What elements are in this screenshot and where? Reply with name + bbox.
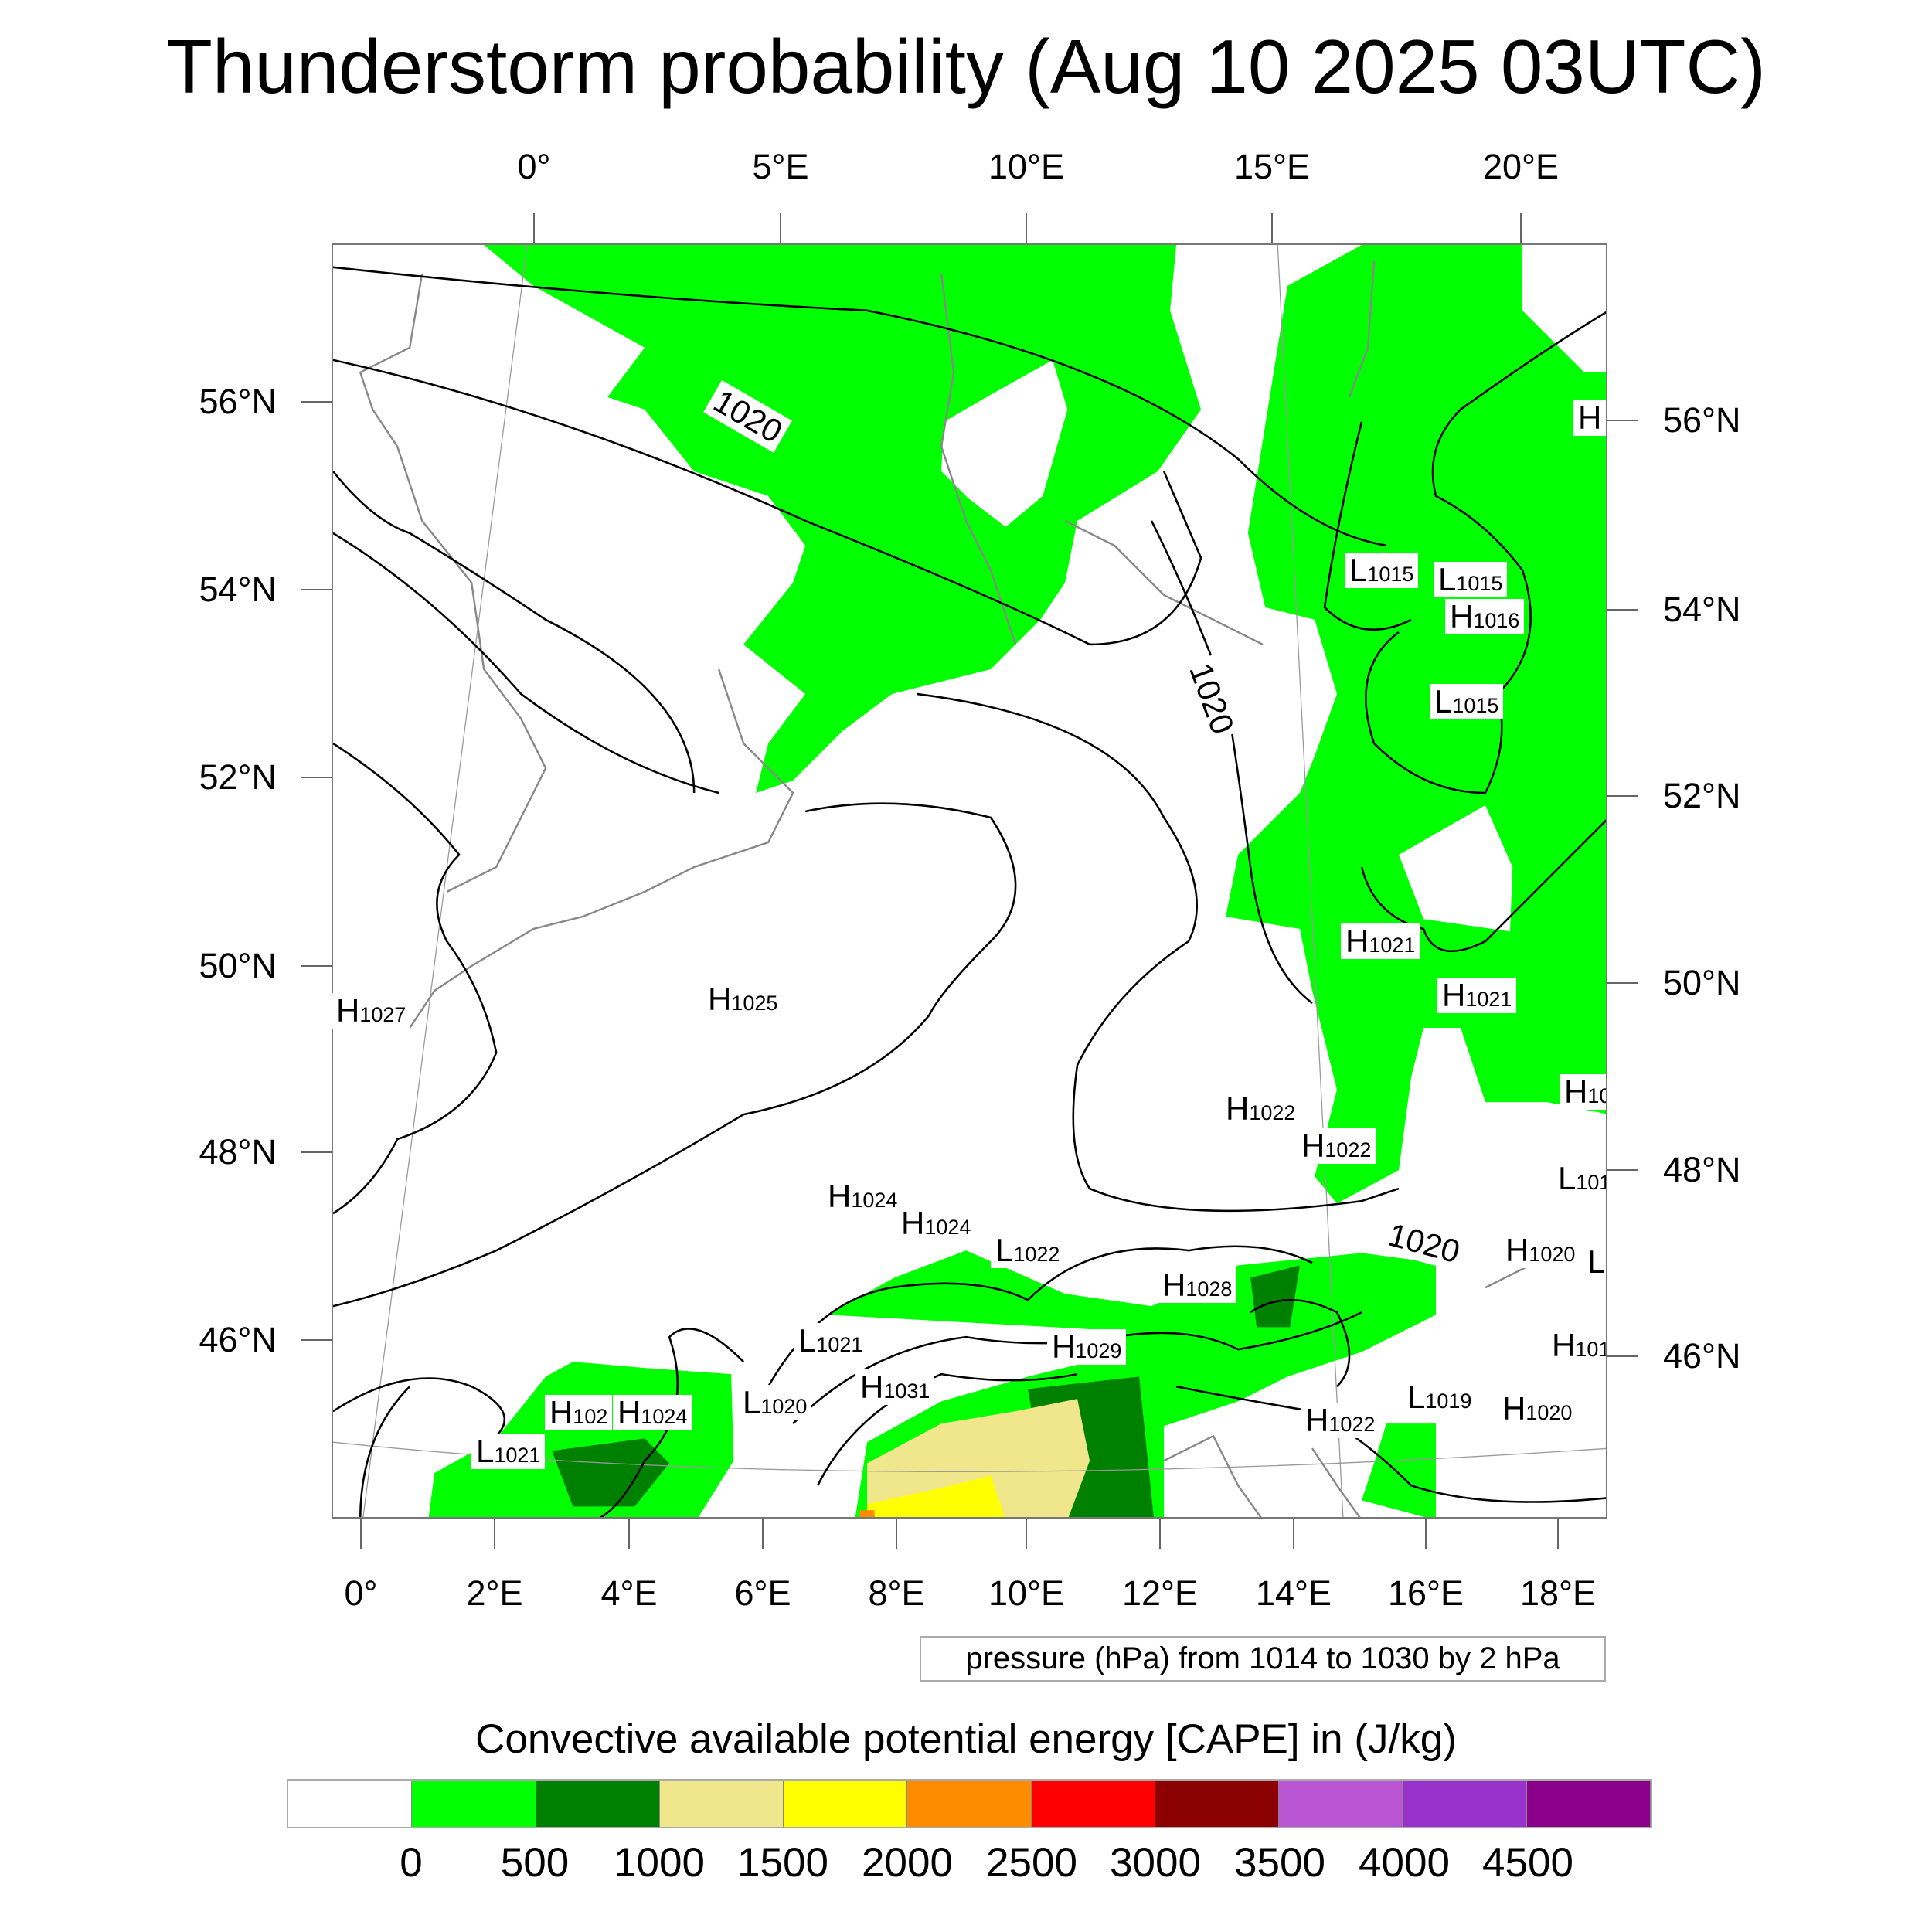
contour-info-box: pressure (hPa) from 1014 to 1030 by 2 hP… <box>920 1636 1606 1682</box>
left-lat-label: 56°N <box>199 382 277 421</box>
coastlines <box>359 260 1560 1517</box>
colorbar-label: 3500 <box>1234 1840 1325 1886</box>
pressure-center-high: H1020 <box>1501 1233 1580 1268</box>
pressure-center-high: H1022 <box>1297 1128 1376 1164</box>
colorbar-swatch <box>1031 1781 1155 1827</box>
colorbar-label: 0 <box>400 1840 423 1886</box>
pressure-center-low: L1020 <box>738 1385 812 1420</box>
pressure-center-high: H1020 <box>1498 1391 1577 1427</box>
colorbar-swatch <box>907 1781 1032 1827</box>
colorbar-swatch <box>536 1781 660 1827</box>
pressure-center-low: L1021 <box>471 1434 546 1469</box>
pressure-center-low: L1015 <box>1430 684 1504 719</box>
bottom-lon-label: 18°E <box>1519 1573 1597 1613</box>
cape-area-500-1000 <box>552 1438 670 1507</box>
left-lat-label: 54°N <box>199 570 277 609</box>
cape-area-0-500 <box>1226 245 1606 1204</box>
left-lat-label: 50°N <box>199 946 277 985</box>
pressure-center-high: H1024 <box>613 1395 692 1430</box>
colorbar-swatch <box>412 1781 536 1827</box>
colorbar-swatch <box>1279 1781 1403 1827</box>
colorbar-title: Convective available potential energy [C… <box>475 1716 1457 1762</box>
colorbar-label: 4500 <box>1482 1840 1573 1886</box>
bottom-lon-label: 10°E <box>988 1573 1065 1613</box>
bottom-lon-label: 14°E <box>1255 1573 1332 1613</box>
colorbar-swatch <box>288 1781 413 1827</box>
right-lat-label: 54°N <box>1663 590 1741 629</box>
top-lon-label: 0° <box>517 147 551 186</box>
pressure-center-high: H1016 <box>1445 599 1525 634</box>
bottom-lon-label: 16°E <box>1387 1573 1464 1613</box>
right-lat-label: 46°N <box>1663 1336 1741 1376</box>
pressure-center-high: H1028 <box>1158 1267 1237 1303</box>
cape-area-0-500 <box>484 245 1202 793</box>
bottom-lon-label: 0° <box>344 1573 378 1613</box>
bottom-lon-label: 2°E <box>466 1573 523 1613</box>
cape-area-500-1000 <box>1250 1265 1301 1328</box>
pressure-center-high: H101 <box>1547 1328 1606 1363</box>
pressure-center-high: H1029 <box>1047 1329 1127 1365</box>
map-canvas <box>333 245 1606 1517</box>
top-lon-label: 15°E <box>1233 147 1311 186</box>
right-lat-label: 50°N <box>1663 963 1741 1002</box>
colorbar-swatch <box>784 1781 908 1827</box>
chart-title: Thunderstorm probability (Aug 10 2025 03… <box>166 24 1766 109</box>
pressure-center-high: H10 <box>1560 1074 1606 1110</box>
pressure-center-high: H1025 <box>703 981 783 1017</box>
pressure-center-high: H1022 <box>1221 1091 1301 1127</box>
pressure-center-high: H1021 <box>1437 978 1517 1013</box>
pressure-center-low: L <box>1583 1244 1606 1280</box>
colorbar-label: 4000 <box>1359 1840 1450 1886</box>
bottom-lon-label: 12°E <box>1121 1573 1199 1613</box>
pressure-center-high: H1024 <box>823 1179 903 1214</box>
pressure-center-low: L1015 <box>1434 562 1508 597</box>
pressure-center-high: H102 <box>545 1395 613 1430</box>
colorbar-label: 1000 <box>614 1840 705 1886</box>
pressure-center-high: H1031 <box>855 1369 935 1405</box>
left-lat-label: 48°N <box>199 1132 277 1172</box>
bottom-lon-label: 8°E <box>868 1573 925 1613</box>
pressure-center-high: H1024 <box>896 1206 976 1241</box>
left-lat-label: 46°N <box>199 1320 277 1359</box>
pressure-center-high: H1022 <box>1301 1403 1380 1438</box>
right-lat-label: 52°N <box>1663 776 1741 815</box>
map-panel[interactable] <box>332 243 1607 1519</box>
pressure-center-high: H <box>1573 400 1606 436</box>
right-lat-label: 48°N <box>1663 1150 1741 1189</box>
colorbar-swatch <box>659 1781 784 1827</box>
pressure-center-low: L101 <box>1553 1161 1606 1196</box>
pressure-center-low: L1021 <box>794 1323 868 1359</box>
colorbar-swatch <box>1155 1781 1280 1827</box>
cape-area-1500-2000 <box>867 1475 1005 1517</box>
pressure-center-low: L1019 <box>1403 1379 1477 1415</box>
cape-field <box>428 245 1606 1517</box>
cape-area-0-500 <box>1362 1423 1437 1517</box>
top-lon-label: 20°E <box>1482 147 1560 186</box>
colorbar-label: 2500 <box>986 1840 1077 1886</box>
pressure-center-high: H1021 <box>1341 923 1420 959</box>
bottom-lon-label: 6°E <box>734 1573 791 1613</box>
right-lat-label: 56°N <box>1663 400 1741 440</box>
isobars <box>333 266 1606 1517</box>
top-lon-label: 10°E <box>988 147 1065 186</box>
colorbar-swatch <box>1526 1781 1651 1827</box>
cape-area-1000-1500 <box>867 1399 1090 1517</box>
colorbar-label: 500 <box>500 1840 570 1886</box>
colorbar <box>287 1779 1652 1828</box>
colorbar-label: 2000 <box>862 1840 953 1886</box>
left-lat-label: 52°N <box>199 757 277 797</box>
pressure-center-low: L1022 <box>991 1233 1065 1268</box>
top-lon-label: 5°E <box>752 147 809 186</box>
colorbar-label: 3000 <box>1110 1840 1201 1886</box>
colorbar-swatch <box>1403 1781 1527 1827</box>
colorbar-label: 1500 <box>737 1840 828 1886</box>
pressure-center-low: L1015 <box>1345 553 1419 588</box>
bottom-lon-label: 4°E <box>600 1573 658 1613</box>
pressure-center-high: H1027 <box>332 993 411 1029</box>
cape-area-2000-2500 <box>859 1510 875 1517</box>
